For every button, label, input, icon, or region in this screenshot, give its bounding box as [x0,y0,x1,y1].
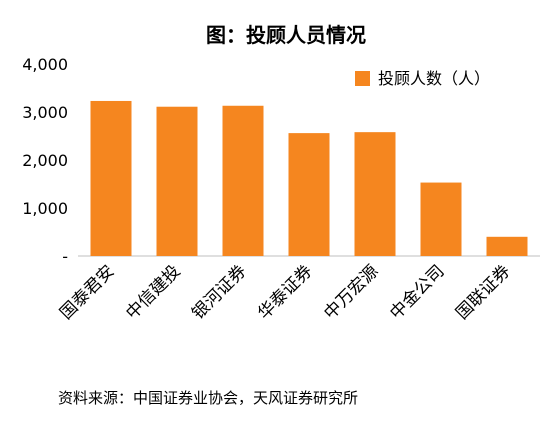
legend: 投顾人数（人） [355,69,490,88]
bar [222,105,264,256]
chart-title: 图：投顾人员情况 [206,23,366,47]
x-axis-tick-labels: 国泰君安 中信建投 银河证券 华泰证券 中万宏源 中金公司 国联证券 [56,261,514,323]
legend-swatch [355,71,370,86]
y-axis-tick-labels: 4,000 3,000 2,000 1,000 - [22,55,68,266]
bar [90,100,132,257]
x-tick-label: 中金公司 [386,261,448,323]
y-tick-label: 4,000 [22,55,68,74]
y-tick-label: 1,000 [22,199,68,218]
y-tick-label: 2,000 [22,151,68,170]
x-tick-label: 中万宏源 [320,261,382,323]
source-note: 资料来源：中国证券业协会，天风证券研究所 [58,389,358,407]
x-tick-label: 华泰证券 [254,261,316,323]
bar [420,182,462,256]
legend-label: 投顾人数（人） [378,69,490,88]
x-tick-label: 国泰君安 [56,261,118,323]
y-tick-label: - [62,247,68,266]
x-tick-label: 国联证券 [452,261,514,323]
x-tick-label: 银河证券 [188,261,250,323]
bar [354,132,396,256]
x-tick-label: 中信建投 [122,261,184,323]
y-tick-label: 3,000 [22,103,68,122]
bar [486,236,528,256]
bar [288,133,330,256]
bars-group [90,100,528,257]
bar [156,106,198,256]
